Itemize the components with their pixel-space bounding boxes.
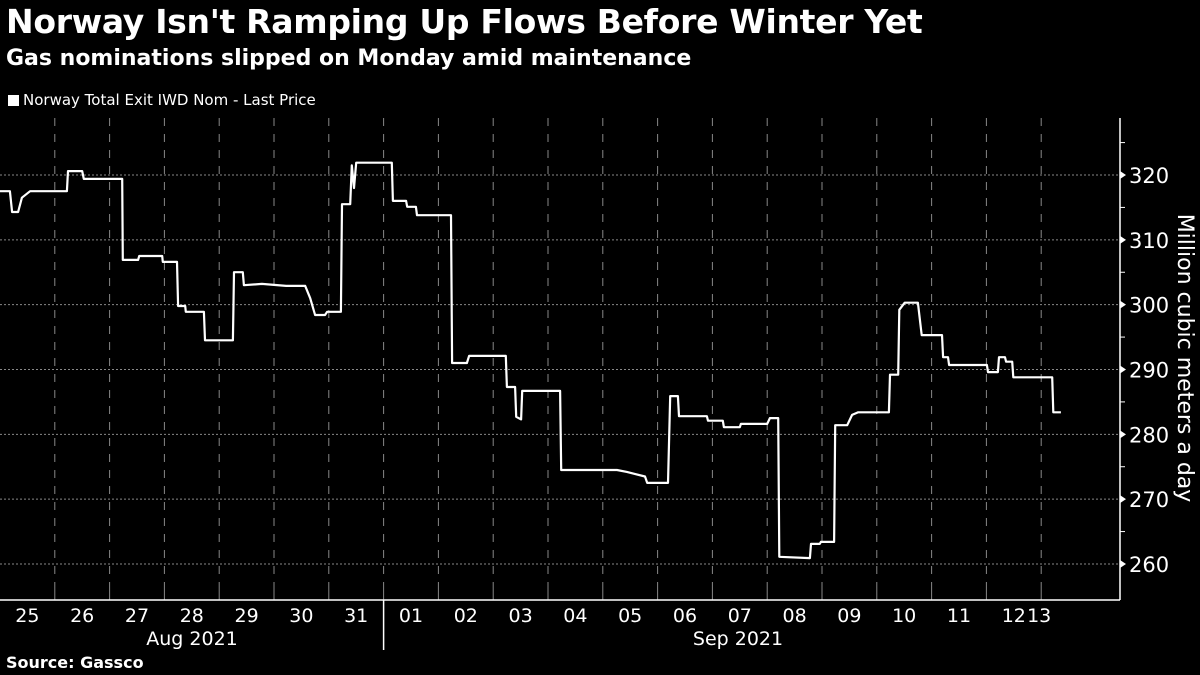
x-tick-label: 09 [837,605,861,627]
x-tick-label: 25 [15,605,39,627]
y-tick-label: 260 [1129,553,1169,577]
y-tick-label: 320 [1129,164,1169,188]
y-tick-label: 290 [1129,358,1169,382]
month-label: Aug 2021 [146,628,238,650]
y-tick-label: 270 [1129,488,1169,512]
source-note: Source: Gassco [6,653,144,672]
x-tick-label: 12 [1002,605,1026,627]
x-tick-label: 30 [289,605,313,627]
y-tick [1120,235,1126,244]
y-tick-label: 310 [1129,229,1169,253]
legend: Norway Total Exit IWD Nom - Last Price [8,91,316,109]
legend-label: Norway Total Exit IWD Nom - Last Price [23,91,316,109]
legend-swatch [8,94,19,106]
series-line [0,161,1061,560]
y-tick [1120,559,1126,568]
y-axis-title: Million cubic meters a day [1172,214,1197,503]
y-tick [1120,495,1126,504]
chart-subtitle: Gas nominations slipped on Monday amid m… [6,46,692,71]
x-tick-label: 11 [947,605,971,627]
x-tick-label: 28 [180,605,204,627]
x-tick-label: 06 [673,605,697,627]
x-tick-label: 31 [344,605,368,627]
x-tick-label: 01 [399,605,423,627]
x-tick-label: 03 [509,605,533,627]
month-label: Sep 2021 [693,628,783,650]
x-tick-label: 07 [728,605,752,627]
y-tick [1120,430,1126,439]
y-tick [1120,365,1126,374]
x-tick-label: 13 [1027,605,1051,627]
x-tick-label: 29 [235,605,259,627]
x-tick-label: 08 [783,605,807,627]
y-tick-label: 300 [1129,294,1169,318]
x-tick-label: 04 [563,605,587,627]
y-tick-label: 280 [1129,423,1169,447]
x-tick-label: 26 [70,605,94,627]
x-tick-label: 27 [125,605,149,627]
x-tick-label: 05 [618,605,642,627]
chart-title: Norway Isn't Ramping Up Flows Before Win… [6,2,923,41]
x-tick-label: 10 [892,605,916,627]
y-tick [1120,300,1126,309]
x-tick-label: 02 [454,605,478,627]
y-tick [1120,171,1126,179]
